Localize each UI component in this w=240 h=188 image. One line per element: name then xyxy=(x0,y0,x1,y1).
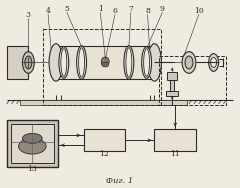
Bar xyxy=(19,100,187,105)
Ellipse shape xyxy=(144,49,150,76)
Text: 6: 6 xyxy=(113,7,118,15)
Text: 1: 1 xyxy=(98,5,103,13)
Text: 5: 5 xyxy=(64,5,69,13)
Ellipse shape xyxy=(185,56,193,69)
Text: 13: 13 xyxy=(27,165,37,173)
Text: 8: 8 xyxy=(145,7,150,15)
Text: 11: 11 xyxy=(170,150,180,158)
Ellipse shape xyxy=(124,46,134,79)
Ellipse shape xyxy=(148,44,161,81)
Ellipse shape xyxy=(61,49,67,76)
Bar xyxy=(155,130,196,151)
Ellipse shape xyxy=(102,62,109,67)
Ellipse shape xyxy=(142,47,151,78)
Ellipse shape xyxy=(101,57,109,66)
Ellipse shape xyxy=(23,133,42,143)
Bar xyxy=(56,46,155,79)
Text: 4: 4 xyxy=(46,7,50,15)
Bar xyxy=(43,29,161,105)
Text: 10: 10 xyxy=(194,7,204,15)
Bar xyxy=(170,80,174,92)
Bar xyxy=(7,120,58,167)
Ellipse shape xyxy=(211,58,216,67)
Bar xyxy=(166,91,178,96)
Bar xyxy=(167,72,177,80)
Ellipse shape xyxy=(209,54,219,71)
Bar xyxy=(7,46,28,79)
Bar xyxy=(84,130,125,151)
Ellipse shape xyxy=(59,47,69,78)
Text: 9: 9 xyxy=(160,5,165,13)
Ellipse shape xyxy=(77,46,86,79)
Ellipse shape xyxy=(126,48,132,77)
Bar xyxy=(11,124,54,163)
Bar xyxy=(159,56,226,105)
Text: 7: 7 xyxy=(128,5,133,13)
Ellipse shape xyxy=(25,56,32,69)
Text: Фиг. 1: Фиг. 1 xyxy=(106,177,134,185)
Ellipse shape xyxy=(18,138,46,154)
Text: 12: 12 xyxy=(99,150,109,158)
Text: 3: 3 xyxy=(26,11,31,19)
Ellipse shape xyxy=(182,52,196,73)
Ellipse shape xyxy=(23,52,34,73)
Ellipse shape xyxy=(79,48,84,77)
Ellipse shape xyxy=(49,44,63,81)
